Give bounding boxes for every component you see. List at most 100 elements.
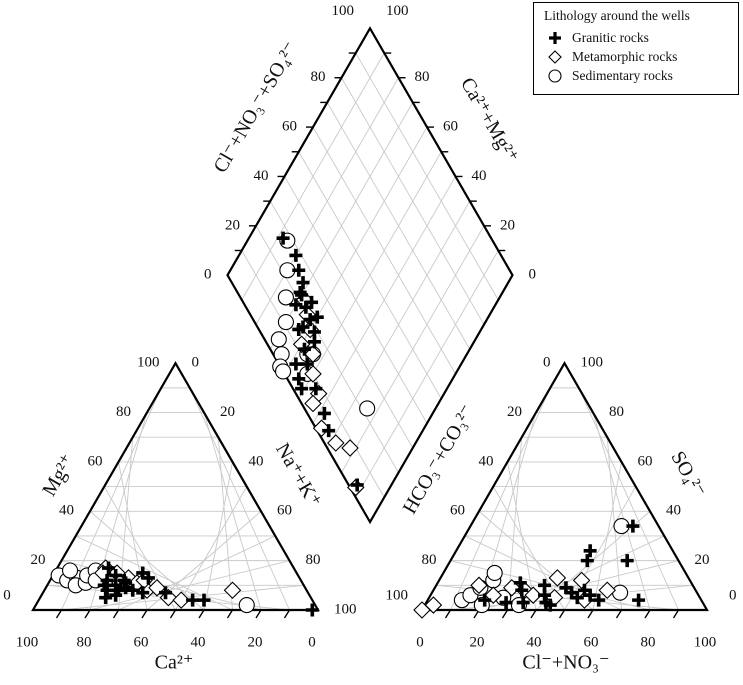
diamond-point-plus (296, 276, 310, 290)
cation-grid-b (189, 387, 290, 611)
anion-right-tick-label: 100 (581, 355, 604, 371)
anion-bottom-axis-label: Cl⁻+NO₃⁻ (522, 652, 609, 674)
legend-item-metamorphic: Metamorphic rocks (544, 47, 730, 66)
diamond-point-plus (350, 478, 364, 492)
cation-right-tick-label: 0 (192, 355, 200, 371)
cation-point-plus (136, 586, 150, 600)
diamond-grid-b (269, 102, 414, 350)
legend-label-metamorphic: Metamorphic rocks (572, 48, 678, 64)
legend: Lithology around the wells Granitic rock… (533, 2, 739, 95)
anion-point-diamond (548, 569, 567, 587)
diamond-point-diamond (292, 335, 311, 354)
cation-tick (112, 609, 120, 619)
cation-tick (169, 609, 177, 619)
diamond-left-tick-label: 40 (254, 168, 269, 184)
anion-tick (558, 609, 566, 619)
diamond-point-plus (295, 382, 309, 396)
diamond-point-diamond (298, 305, 317, 324)
diamond-right-tick-label: 40 (472, 168, 487, 184)
cation-bottom-tick-label: 80 (77, 634, 92, 650)
diamond-marker-icon (544, 49, 566, 65)
anion-point-plus (620, 554, 634, 568)
anion-point-plus (580, 554, 594, 568)
anion-left-tick-label: 60 (450, 503, 465, 519)
anion-left-tick-label: 100 (386, 587, 409, 603)
diamond-point-plus (289, 248, 303, 262)
anion-bottom-tick-label: 20 (470, 634, 485, 650)
diamond-right-axis-label: Ca²⁺+Mg²⁺ (456, 74, 522, 167)
anion-bottom-tick-label: 80 (641, 634, 656, 650)
diamond-point-circle (277, 314, 294, 331)
cation-right-tick-label: 20 (220, 404, 235, 420)
cation-grid-b (175, 486, 248, 611)
anion-point-plus (478, 593, 492, 607)
diamond-point-circle (275, 363, 292, 380)
anion-point-diamond (470, 576, 488, 595)
diamond-left-tick-label: 0 (204, 267, 212, 283)
legend-label-sedimentary: Sedimentary rocks (572, 67, 673, 83)
anion-grid-b (592, 461, 622, 611)
legend-item-sedimentary: Sedimentary rocks (544, 66, 730, 85)
diamond-left-tick-label: 60 (282, 119, 297, 135)
anion-bottom-tick-label: 100 (694, 634, 717, 650)
cation-point-diamond (159, 588, 178, 607)
anion-point-plus (516, 596, 530, 610)
diamond-right-tick-label: 100 (386, 3, 409, 19)
anion-point-plus (513, 576, 527, 590)
cation-point-plus (159, 586, 173, 600)
cation-right-tick-label: 100 (334, 601, 357, 617)
anion-tick (530, 609, 537, 619)
cation-left-tick-label: 100 (137, 355, 160, 371)
plus-marker-icon (544, 30, 566, 46)
cation-bottom-tick-label: 40 (191, 634, 206, 650)
cation-point-circle (62, 562, 79, 579)
cation-tick (55, 609, 63, 619)
diamond-point-plus (305, 295, 319, 309)
diamond-grid-b (241, 52, 385, 301)
diamond-right-tick-label: 60 (443, 119, 458, 135)
cation-point-diamond (172, 591, 190, 609)
anion-bottom-tick-label: 60 (584, 634, 599, 650)
cation-point-plus (119, 576, 133, 590)
grid-lines (47, 52, 693, 611)
data-points (50, 231, 646, 619)
anion-point-plus (592, 593, 606, 607)
tick-marks (55, 52, 680, 619)
anion-point-circle (612, 584, 629, 601)
cation-bottom-tick-label: 0 (308, 634, 316, 650)
diamond-point-plus (297, 342, 311, 356)
diamond-grid-b (255, 77, 399, 325)
diamond-right-tick-label: 0 (529, 267, 537, 283)
cation-bottom-axis-label: Ca²⁺ (155, 652, 194, 674)
anion-bottom-tick-label: 40 (527, 634, 542, 650)
cation-right-axis-label: Na⁺+K⁺ (271, 439, 325, 511)
diamond-point-plus (289, 298, 303, 312)
cation-bottom-tick-label: 100 (16, 634, 39, 650)
cation-left-tick-label: 0 (3, 587, 11, 603)
anion-grid-b (578, 387, 679, 611)
diamond-grid-a (312, 126, 456, 375)
cation-tick (141, 609, 148, 619)
anion-right-tick-label: 80 (609, 404, 624, 420)
cation-grid-a (75, 535, 233, 611)
diamond-point-plus (292, 372, 306, 386)
diamond-point-plus (322, 424, 336, 438)
diamond-grid-a (341, 77, 485, 325)
diamond-right-tick-label: 80 (415, 69, 430, 85)
cation-right-tick-label: 40 (249, 453, 264, 469)
anion-tick (444, 609, 452, 619)
anion-point-plus (570, 591, 584, 605)
cation-left-tick-label: 20 (31, 552, 46, 568)
diamond-point-plus (303, 313, 317, 327)
anion-point-plus (626, 519, 640, 533)
cation-right-tick-label: 80 (306, 552, 321, 568)
anion-left-tick-label: 0 (543, 355, 551, 371)
anion-point-plus (632, 593, 646, 607)
diamond-point-diamond (327, 434, 345, 452)
cation-grid-a (89, 510, 205, 611)
anion-point-diamond (524, 586, 542, 604)
anion-grid-b (592, 412, 651, 611)
diamond-point-plus (309, 382, 323, 396)
cation-left-tick-label: 40 (59, 503, 74, 519)
diamond-left-tick-label: 80 (311, 69, 326, 85)
